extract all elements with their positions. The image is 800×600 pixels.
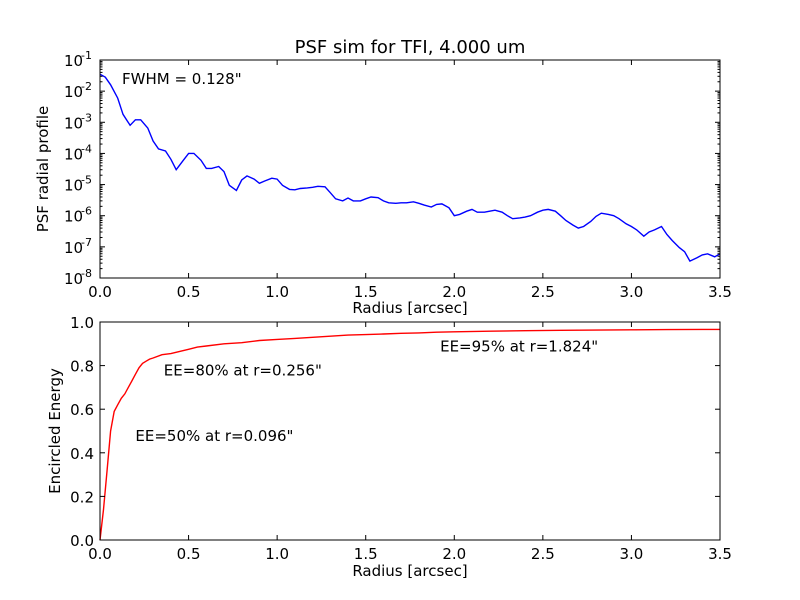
y-tick-exponent: -4 (81, 142, 92, 155)
x-tick-label: 3.5 (708, 283, 732, 301)
x-tick-label: 0.0 (88, 545, 112, 563)
y-tick-label: 10 (64, 114, 83, 132)
x-axis-label: Radius [arcsec] (352, 299, 467, 317)
y-tick-label: 10 (64, 52, 83, 70)
x-tick-label: 0.5 (177, 283, 201, 301)
y-tick-label: 0.8 (70, 358, 94, 376)
chart-title: PSF sim for TFI, 4.000 um (295, 37, 526, 58)
y-tick-label: 0.4 (70, 445, 94, 463)
x-tick-label: 3.0 (619, 545, 643, 563)
y-tick-exponent: -7 (81, 236, 92, 249)
x-tick-label: 2.5 (531, 283, 555, 301)
encircled-energy-chart: 0.0 0.5 1.0 1.5 2.0 2.5 3.0 3.5 0.0 0.2 0.4 0.6 0.8 1… (46, 314, 732, 580)
y-tick-exponent: -5 (81, 174, 92, 187)
y-tick-exponent: -1 (81, 49, 92, 62)
x-tick-label: 1.5 (354, 283, 378, 301)
x-tick-label: 1.0 (265, 283, 289, 301)
x-tick-label: 0.0 (88, 283, 112, 301)
y-tick-label: 0.0 (70, 532, 94, 550)
y-tick-label: 0.2 (70, 488, 94, 506)
x-axis-label: Radius [arcsec] (352, 562, 467, 580)
plot-frame (99, 59, 721, 279)
ee80-annotation: EE=80% at r=0.256" (164, 362, 322, 380)
y-tick-exponent: -2 (81, 80, 92, 93)
psf-profile-line (100, 73, 720, 263)
y-tick-label: 10 (64, 239, 83, 257)
x-tick-label: 2.0 (442, 545, 466, 563)
encircled-energy-line (99, 328, 720, 541)
x-tick-label: 3.5 (708, 545, 732, 563)
y-tick-exponent: -6 (81, 205, 92, 218)
y-tick-label: 0.6 (70, 401, 94, 419)
psf-profile-chart: PSF sim for TFI, 4.000 um 0.0 0.5 1.0 1.5 2.… (34, 37, 732, 317)
y-tick-label: 10 (64, 208, 83, 226)
y-tick-label: 10 (64, 177, 83, 195)
ee50-annotation: EE=50% at r=0.096" (135, 427, 293, 445)
y-tick-label: 10 (64, 270, 83, 288)
plot-frame (99, 321, 721, 541)
y-axis-label: PSF radial profile (34, 106, 52, 233)
x-tick-label: 0.5 (177, 545, 201, 563)
fwhm-annotation: FWHM = 0.128" (122, 70, 242, 88)
y-axis-label: Encircled Energy (46, 368, 64, 494)
x-tick-label: 1.0 (265, 545, 289, 563)
y-tick-exponent: -3 (81, 111, 92, 124)
y-tick-label: 1.0 (70, 314, 94, 332)
y-tick-exponent: -8 (81, 267, 92, 280)
x-tick-label: 1.5 (354, 545, 378, 563)
y-tick-label: 10 (64, 145, 83, 163)
x-tick-label: 2.5 (531, 545, 555, 563)
y-tick-label: 10 (64, 83, 83, 101)
ee95-annotation: EE=95% at r=1.824" (440, 338, 598, 356)
x-tick-label: 2.0 (442, 283, 466, 301)
x-tick-label: 3.0 (619, 283, 643, 301)
